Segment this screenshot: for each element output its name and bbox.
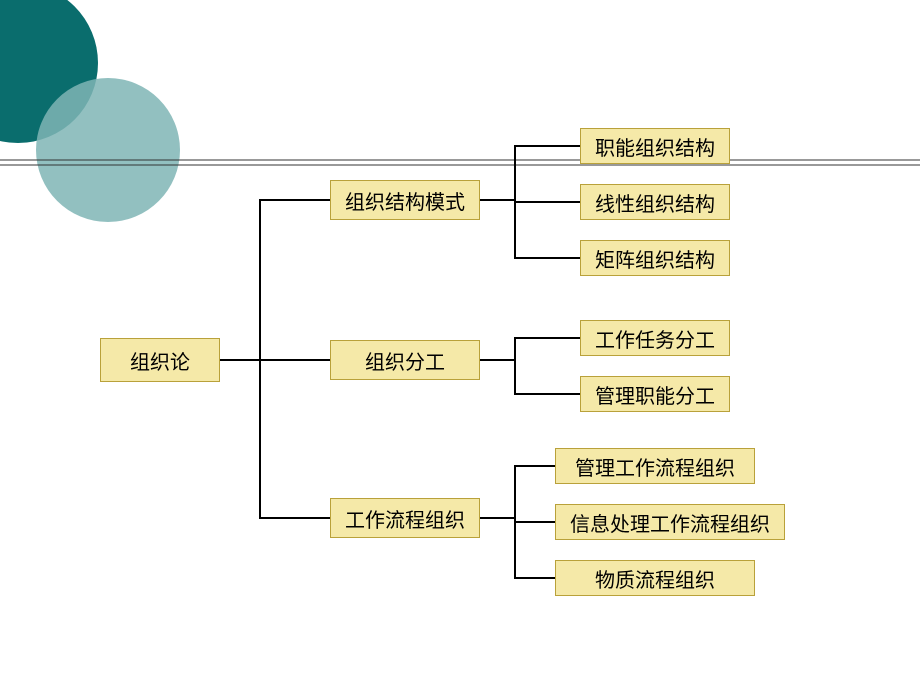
tree-branch-workflow: 工作流程组织	[330, 498, 480, 538]
tree-leaf-struct-2: 矩阵组织结构	[580, 240, 730, 276]
tree-branch-struct: 组织结构模式	[330, 180, 480, 220]
tree-root: 组织论	[100, 338, 220, 382]
tree-leaf-workflow-1: 信息处理工作流程组织	[555, 504, 785, 540]
tree-leaf-struct-0: 职能组织结构	[580, 128, 730, 164]
tree-leaf-division-1: 管理职能分工	[580, 376, 730, 412]
tree-leaf-workflow-0: 管理工作流程组织	[555, 448, 755, 484]
tree-leaf-division-0: 工作任务分工	[580, 320, 730, 356]
tree-leaf-struct-1: 线性组织结构	[580, 184, 730, 220]
tree-leaf-workflow-2: 物质流程组织	[555, 560, 755, 596]
tree-branch-division: 组织分工	[330, 340, 480, 380]
